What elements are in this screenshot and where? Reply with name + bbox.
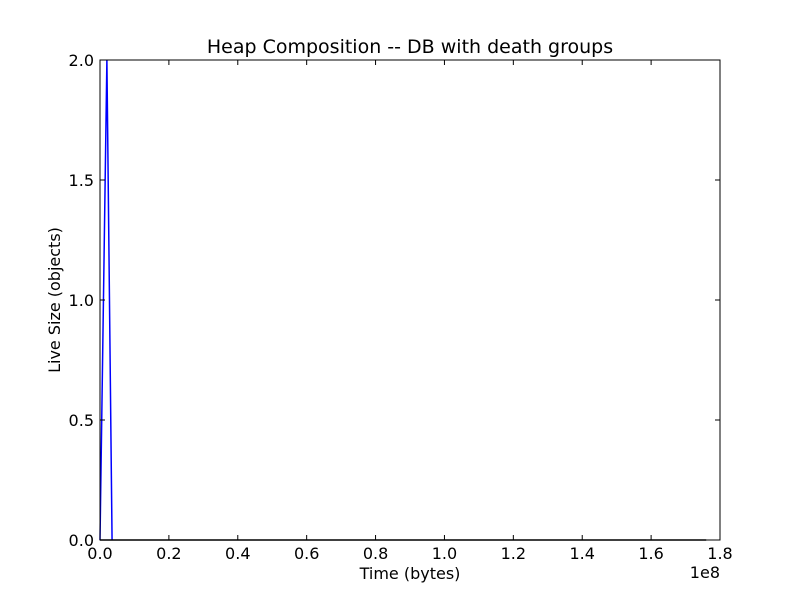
y-tick-label: 1.0	[69, 291, 94, 310]
x-axis-label: Time (bytes)	[359, 564, 461, 583]
x-tick-label: 1.8	[707, 544, 732, 563]
y-tick-label: 2.0	[69, 51, 94, 70]
x-tick-label: 0.0	[87, 544, 112, 563]
y-axis-label: Live Size (objects)	[45, 227, 64, 373]
plot-area: 0.0 0.2 0.4 0.6 0.8 1.0 1.2 1.4 1.6 1.8 0.0 0.5 1.0 1…	[69, 51, 733, 563]
y-tick-label: 1.5	[69, 171, 94, 190]
x-tick-label: 0.2	[156, 544, 181, 563]
x-tick-label: 1.6	[638, 544, 663, 563]
chart-title: Heap Composition -- DB with death groups	[207, 36, 613, 58]
x-offset-label: 1e8	[690, 563, 720, 582]
x-tick-label: 0.4	[225, 544, 250, 563]
plot-frame	[99, 59, 721, 541]
x-tick-label: 0.8	[363, 544, 388, 563]
x-tick-label: 1.4	[569, 544, 594, 563]
x-tick-label: 1.2	[501, 544, 526, 563]
x-tick-label: 1.0	[432, 544, 457, 563]
y-tick-label: 0.5	[69, 411, 94, 430]
y-tick-label: 0.0	[69, 531, 94, 550]
x-tick-label: 0.6	[294, 544, 319, 563]
